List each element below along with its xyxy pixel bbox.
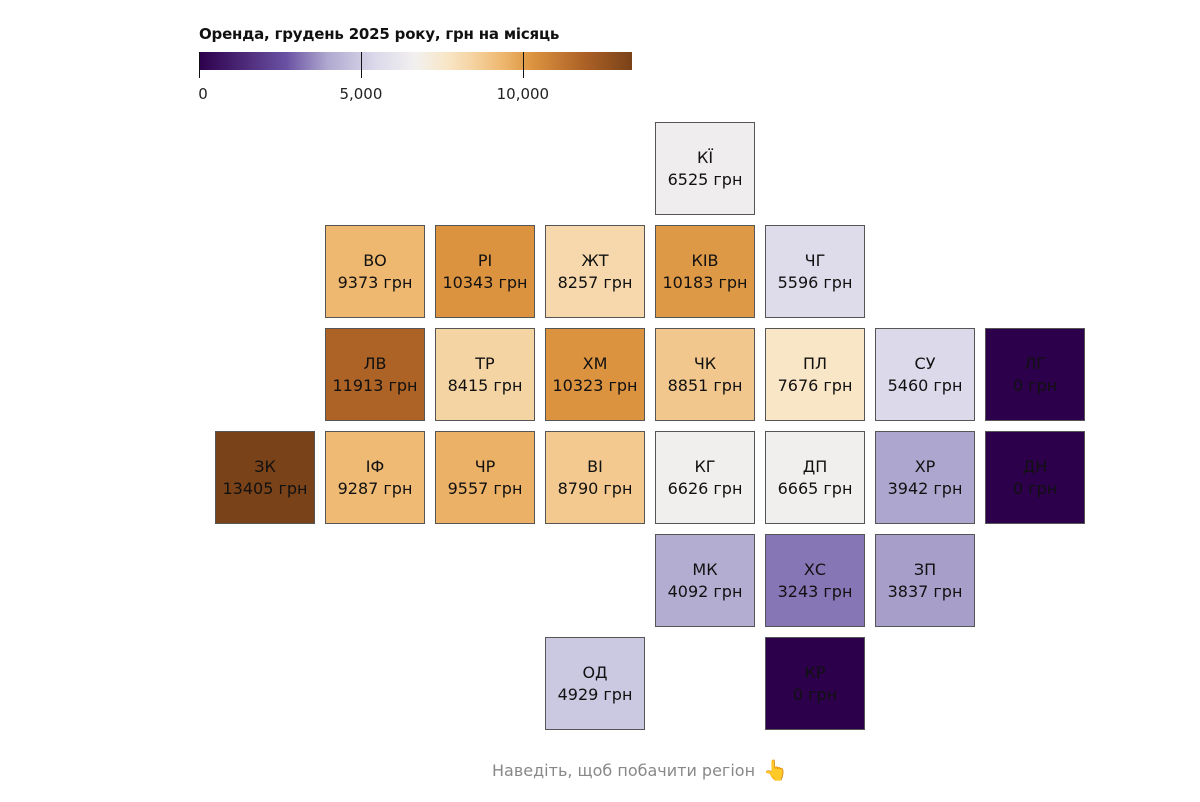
region-tile-ПЛ[interactable]: ПЛ 7676 грн	[765, 328, 865, 421]
hint-text: Наведіть, щоб побачити регіон	[492, 760, 756, 780]
region-tile-ВО[interactable]: ВО 9373 грн	[325, 225, 425, 318]
region-value: 8257 грн	[557, 272, 633, 292]
region-code: КГ	[694, 456, 716, 476]
region-value: 4929 грн	[557, 684, 633, 704]
region-value: 5460 грн	[887, 375, 963, 395]
legend-tick	[522, 52, 524, 78]
legend-tick-label: 5,000	[339, 85, 383, 103]
region-value: 10183 грн	[662, 272, 748, 292]
region-code: ЧГ	[804, 250, 826, 270]
region-tile-ХМ[interactable]: ХМ 10323 грн	[545, 328, 645, 421]
region-value: 10323 грн	[552, 375, 638, 395]
region-code: ЧК	[693, 353, 717, 373]
region-value: 6525 грн	[667, 169, 743, 189]
region-tile-ЗК[interactable]: ЗК 13405 грн	[215, 431, 315, 524]
region-tile-ХР[interactable]: ХР 3942 грн	[875, 431, 975, 524]
region-value: 9287 грн	[337, 478, 413, 498]
region-code: СУ	[914, 353, 936, 373]
region-value: 0 грн	[1012, 478, 1058, 498]
region-code: РІ	[477, 250, 493, 270]
region-code: ХР	[914, 456, 936, 476]
region-code: ЛГ	[1024, 353, 1046, 373]
region-value: 11913 грн	[332, 375, 418, 395]
region-value: 6626 грн	[667, 478, 743, 498]
region-code: КЇ	[696, 147, 714, 167]
region-code: ЧР	[474, 456, 496, 476]
region-code: ЖТ	[581, 250, 609, 270]
region-value: 5596 грн	[777, 272, 853, 292]
region-tile-РІ[interactable]: РІ 10343 грн	[435, 225, 535, 318]
region-tile-ІФ[interactable]: ІФ 9287 грн	[325, 431, 425, 524]
region-value: 8415 грн	[447, 375, 523, 395]
region-value: 7676 грн	[777, 375, 853, 395]
legend-tick	[199, 52, 200, 78]
region-code: КІВ	[691, 250, 719, 270]
region-value: 13405 грн	[222, 478, 308, 498]
region-code: ДП	[802, 456, 828, 476]
region-value: 9373 грн	[337, 272, 413, 292]
region-value: 9557 грн	[447, 478, 523, 498]
region-tile-ЗП[interactable]: ЗП 3837 грн	[875, 534, 975, 627]
chart-title: Оренда, грудень 2025 року, грн на місяць	[199, 25, 560, 43]
region-tile-ЖТ[interactable]: ЖТ 8257 грн	[545, 225, 645, 318]
region-tile-ЧГ[interactable]: ЧГ 5596 грн	[765, 225, 865, 318]
legend-tick	[360, 52, 362, 78]
region-tile-ОД[interactable]: ОД 4929 грн	[545, 637, 645, 730]
region-value: 0 грн	[792, 684, 838, 704]
color-legend: 0 5,000 10,000	[198, 52, 632, 103]
legend-tick-label: 0	[198, 85, 208, 103]
region-tile-ДП[interactable]: ДП 6665 грн	[765, 431, 865, 524]
region-code: ЗП	[913, 559, 937, 579]
region-code: МК	[692, 559, 718, 579]
region-tile-СУ[interactable]: СУ 5460 грн	[875, 328, 975, 421]
region-code: ДН	[1022, 456, 1048, 476]
region-tile-ЛГ[interactable]: ЛГ 0 грн	[985, 328, 1085, 421]
region-code: ВІ	[587, 456, 603, 476]
region-tile-ДН[interactable]: ДН 0 грн	[985, 431, 1085, 524]
region-code: ЛВ	[363, 353, 387, 373]
hover-hint: Наведіть, щоб побачити регіон 👆	[492, 758, 788, 782]
pointer-hand-icon: 👆	[763, 758, 788, 782]
region-value: 8851 грн	[667, 375, 743, 395]
region-value: 8790 грн	[557, 478, 633, 498]
region-tile-ХС[interactable]: ХС 3243 грн	[765, 534, 865, 627]
region-tile-МК[interactable]: МК 4092 грн	[655, 534, 755, 627]
region-code: ХС	[803, 559, 827, 579]
region-value: 3837 грн	[887, 581, 963, 601]
region-tile-ЛВ[interactable]: ЛВ 11913 грн	[325, 328, 425, 421]
legend-gradient	[199, 52, 632, 70]
region-value: 10343 грн	[442, 272, 528, 292]
region-tile-КІВ[interactable]: КІВ 10183 грн	[655, 225, 755, 318]
region-tile-КР[interactable]: КР 0 грн	[765, 637, 865, 730]
region-code: КР	[804, 662, 826, 682]
region-tile-ВІ[interactable]: ВІ 8790 грн	[545, 431, 645, 524]
region-tile-КГ[interactable]: КГ 6626 грн	[655, 431, 755, 524]
region-tile-ЧК[interactable]: ЧК 8851 грн	[655, 328, 755, 421]
region-value: 6665 грн	[777, 478, 853, 498]
region-value: 3243 грн	[777, 581, 853, 601]
region-code: ОД	[582, 662, 608, 682]
region-tile-ТР[interactable]: ТР 8415 грн	[435, 328, 535, 421]
region-value: 3942 грн	[887, 478, 963, 498]
region-tile-ЧР[interactable]: ЧР 9557 грн	[435, 431, 535, 524]
region-code: ІФ	[365, 456, 385, 476]
region-tile-КЇ[interactable]: КЇ 6525 грн	[655, 122, 755, 215]
region-value: 4092 грн	[667, 581, 743, 601]
region-code: ЗК	[254, 456, 276, 476]
region-code: ПЛ	[802, 353, 828, 373]
region-value: 0 грн	[1012, 375, 1058, 395]
region-code: ТР	[475, 353, 495, 373]
legend-tick-label: 10,000	[496, 85, 550, 103]
region-code: ХМ	[582, 353, 608, 373]
region-code: ВО	[363, 250, 387, 270]
